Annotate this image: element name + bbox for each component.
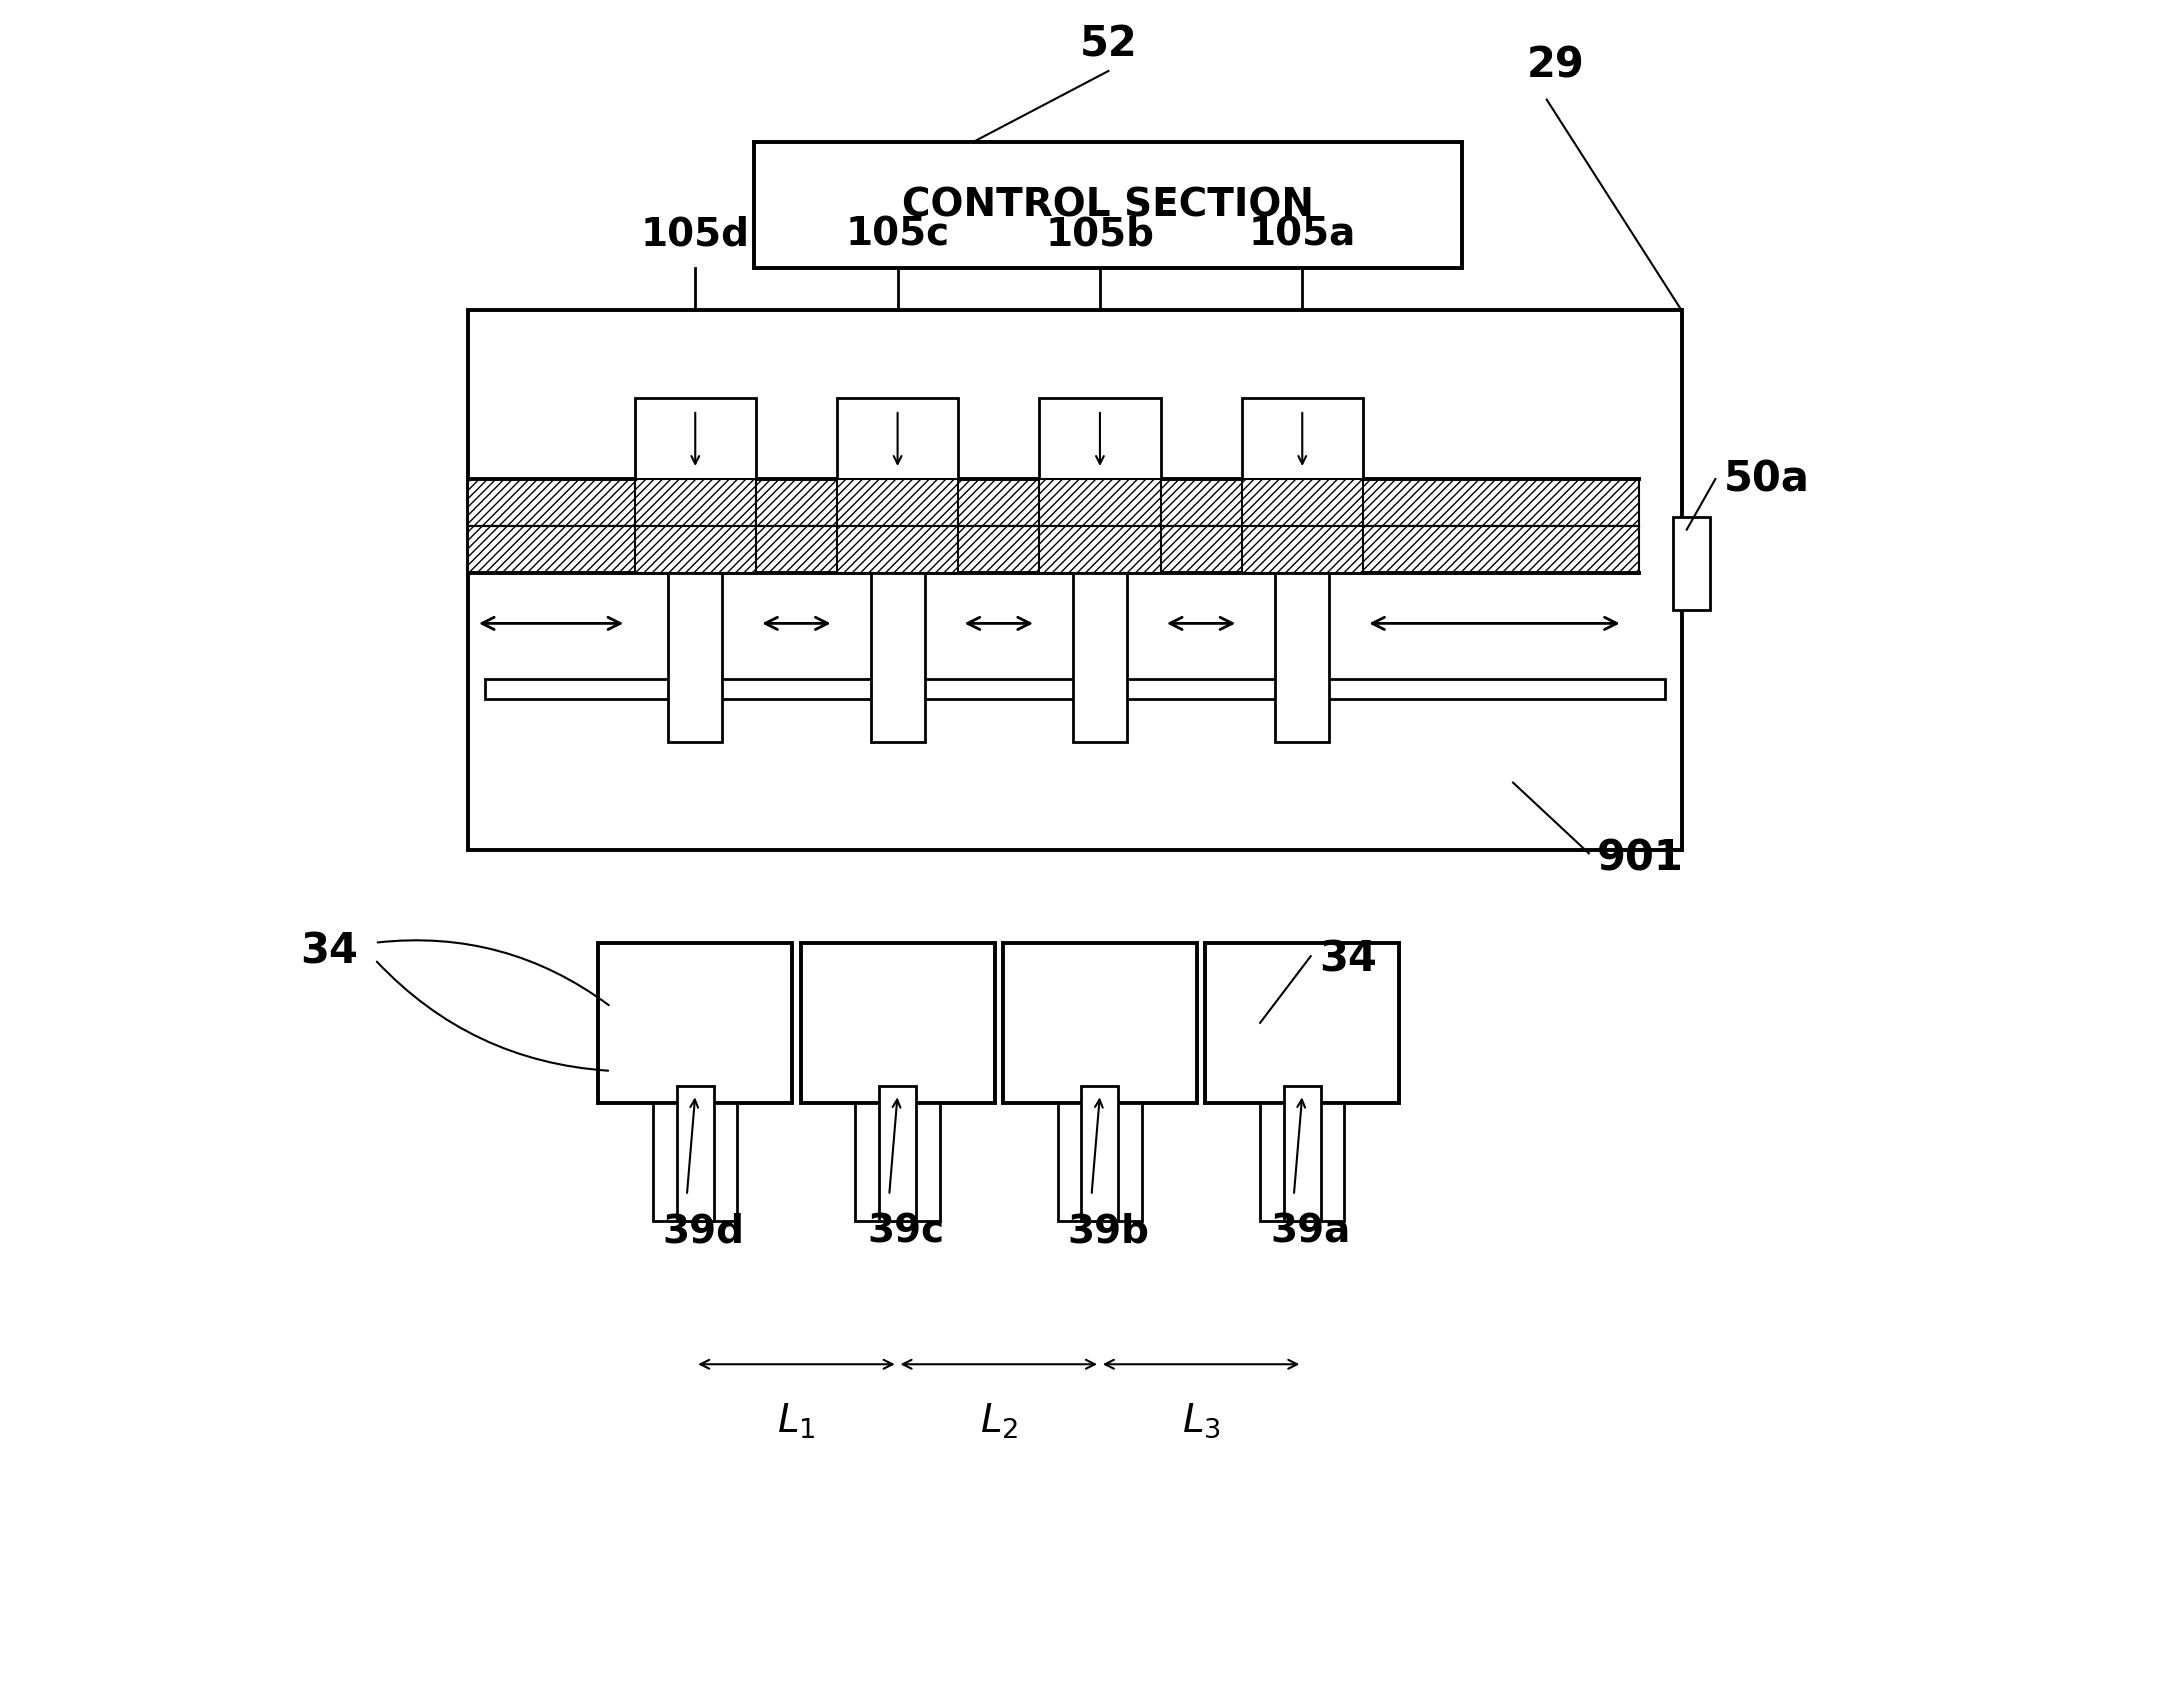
Bar: [1284, 1086, 1321, 1221]
Bar: [1059, 1103, 1096, 1221]
Bar: [1242, 527, 1362, 573]
Text: $L_1$: $L_1$: [777, 1401, 816, 1440]
Bar: [856, 1103, 893, 1221]
Bar: [635, 398, 755, 479]
Bar: [635, 479, 755, 527]
Text: 52: 52: [1078, 24, 1137, 66]
Text: 39c: 39c: [867, 1212, 945, 1251]
Bar: [677, 1086, 714, 1221]
Bar: [635, 527, 755, 573]
Bar: [1672, 517, 1709, 610]
Bar: [1074, 573, 1126, 743]
Bar: [1242, 479, 1362, 527]
Bar: [1275, 573, 1329, 743]
Text: 39b: 39b: [1067, 1212, 1150, 1251]
Bar: [836, 479, 958, 527]
Text: 105d: 105d: [642, 216, 749, 253]
Text: 39a: 39a: [1271, 1212, 1351, 1251]
Text: 105c: 105c: [845, 216, 950, 253]
Bar: [1242, 398, 1362, 479]
Bar: [755, 141, 1463, 269]
Bar: [467, 527, 1639, 573]
Text: 901: 901: [1598, 838, 1685, 879]
Bar: [467, 311, 1681, 850]
Bar: [836, 398, 958, 479]
Bar: [485, 678, 1666, 699]
Bar: [1039, 479, 1161, 527]
Bar: [598, 944, 792, 1103]
Bar: [880, 1086, 917, 1221]
Bar: [1308, 1103, 1345, 1221]
Bar: [902, 1103, 939, 1221]
Text: 39d: 39d: [664, 1212, 744, 1251]
Bar: [836, 527, 958, 573]
Bar: [801, 944, 995, 1103]
Bar: [1002, 944, 1196, 1103]
Text: $L_2$: $L_2$: [980, 1401, 1017, 1440]
Text: 105b: 105b: [1046, 216, 1155, 253]
Text: 50a: 50a: [1725, 457, 1810, 500]
Bar: [1260, 1103, 1297, 1221]
Bar: [871, 573, 926, 743]
Text: $L_3$: $L_3$: [1181, 1401, 1220, 1440]
Text: 34: 34: [1319, 938, 1377, 981]
Bar: [1105, 1103, 1142, 1221]
Text: CONTROL SECTION: CONTROL SECTION: [902, 185, 1314, 224]
Bar: [1039, 527, 1161, 573]
Bar: [668, 573, 723, 743]
Bar: [701, 1103, 738, 1221]
Text: 34: 34: [301, 930, 358, 972]
Text: 29: 29: [1526, 44, 1585, 87]
Bar: [653, 1103, 690, 1221]
Bar: [1205, 944, 1399, 1103]
Text: 105a: 105a: [1249, 216, 1356, 253]
Bar: [467, 479, 1639, 527]
Bar: [1039, 398, 1161, 479]
Bar: [1081, 1086, 1118, 1221]
